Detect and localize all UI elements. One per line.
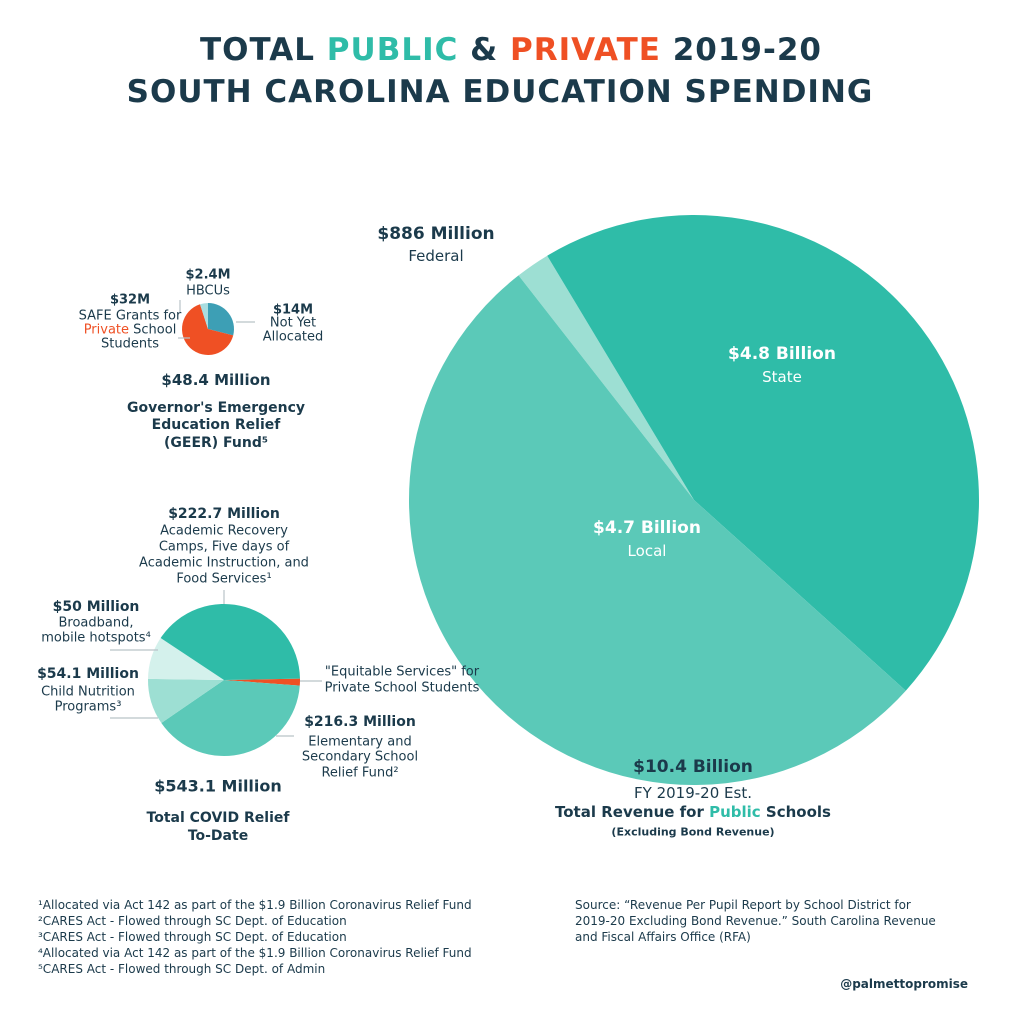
safe-label-2: Private School xyxy=(83,322,177,338)
not-allocated-label-2: Allocated xyxy=(262,329,324,345)
covid-relief-pie xyxy=(148,604,300,757)
hbcu-label: HBCUs xyxy=(186,283,230,299)
source-line: Source: “Revenue Per Pupil Report by Sch… xyxy=(575,898,911,912)
federal-label: Federal xyxy=(408,247,464,265)
local-label: Local xyxy=(627,542,667,560)
state-label: State xyxy=(762,368,802,386)
not-allocated-label-1: Not Yet xyxy=(269,315,317,331)
footnote: ²CARES Act - Flowed through SC Dept. of … xyxy=(38,914,347,928)
local-value: $4.7 Billion xyxy=(593,518,701,538)
pie-slice-academic-recovery-camps-five-days-of-academic-instruction-and-food-services xyxy=(160,604,300,680)
pie-slice-state xyxy=(547,215,979,691)
public-subtitle-2: Total Revenue for Public Schools xyxy=(555,803,831,821)
geer-total: $48.4 Million xyxy=(161,371,271,389)
hbcu-value: $2.4M xyxy=(185,267,231,283)
public-revenue-pie xyxy=(408,215,979,786)
pie-slice-child-nutrition-programs xyxy=(148,678,224,724)
covid-subtitle-2: To-Date xyxy=(187,828,249,844)
title-line-2: SOUTH CAROLINA EDUCATION SPENDING xyxy=(126,74,874,110)
public-subtitle-3: (Excluding Bond Revenue) xyxy=(611,825,775,839)
academic-label-3: Academic Instruction, and xyxy=(139,555,309,571)
equitable-label-2: Private School Students xyxy=(324,680,480,696)
footnote: ¹Allocated via Act 142 as part of the $1… xyxy=(38,898,472,912)
safe-label-3: Students xyxy=(101,336,159,352)
covid-subtitle-1: Total COVID Relief xyxy=(146,810,290,826)
esser-value: $216.3 Million xyxy=(304,714,416,730)
academic-label-1: Academic Recovery xyxy=(160,523,288,539)
broadband-label-2: mobile hotspots⁴ xyxy=(41,630,151,646)
geer-subtitle-3: (GEER) Fund⁵ xyxy=(163,435,269,451)
safe-value: $32M xyxy=(109,292,151,308)
title-line-1: TOTAL PUBLIC & PRIVATE 2019-20 xyxy=(200,32,822,68)
covid-total: $543.1 Million xyxy=(154,776,282,796)
geer-subtitle-1: Governor's Emergency xyxy=(126,400,306,416)
pie-slice-hbcus xyxy=(200,303,208,329)
public-total: $10.4 Billion xyxy=(633,757,753,777)
nutrition-value: $54.1 Million xyxy=(37,666,139,682)
broadband-label-1: Broadband, xyxy=(58,615,134,631)
safe-label-1: SAFE Grants for xyxy=(78,308,182,324)
esser-label-3: Relief Fund² xyxy=(321,765,399,781)
pie-slice-elementary-and-secondary-school-relief-fund xyxy=(161,680,300,757)
pie-slice-not-yet-allocated xyxy=(208,303,235,336)
academic-label-4: Food Services¹ xyxy=(176,571,272,587)
esser-label-2: Secondary School xyxy=(301,749,419,765)
geer-pie xyxy=(182,303,235,355)
pie-slice-federal xyxy=(518,255,694,500)
broadband-value: $50 Million xyxy=(52,599,140,615)
not-allocated-value: $14M xyxy=(272,302,314,318)
source-line: 2019-20 Excluding Bond Revenue.” South C… xyxy=(575,914,936,928)
source-line: and Fiscal Affairs Office (RFA) xyxy=(575,930,751,944)
esser-label-1: Elementary and xyxy=(308,734,412,750)
pie-slice-broadband-mobile-hotspots xyxy=(148,638,224,680)
pie-slice-safe-grants-for-private-school-students xyxy=(182,304,234,355)
social-handle: @palmettopromise xyxy=(840,977,968,991)
nutrition-label-2: Programs³ xyxy=(54,699,122,715)
nutrition-label-1: Child Nutrition xyxy=(41,684,135,700)
footnote: ³CARES Act - Flowed through SC Dept. of … xyxy=(38,930,347,944)
equitable-label-1: "Equitable Services" for xyxy=(324,664,480,680)
academic-value: $222.7 Million xyxy=(168,506,280,522)
public-subtitle-1: FY 2019-20 Est. xyxy=(634,784,752,802)
pie-slice-equitable-services-for-private-school-students xyxy=(224,678,300,686)
footnote: ⁵CARES Act - Flowed through SC Dept. of … xyxy=(38,962,326,976)
source-note: Source: “Revenue Per Pupil Report by Sch… xyxy=(575,897,936,945)
leader-lines xyxy=(110,300,322,737)
footnote: ⁴Allocated via Act 142 as part of the $1… xyxy=(38,946,472,960)
pie-slice-local xyxy=(408,275,906,786)
geer-subtitle-2: Education Relief xyxy=(151,417,281,433)
federal-value: $886 Million xyxy=(377,224,495,244)
academic-label-2: Camps, Five days of xyxy=(158,539,290,555)
footnotes: ¹Allocated via Act 142 as part of the $1… xyxy=(38,897,472,977)
state-value: $4.8 Billion xyxy=(728,344,836,364)
